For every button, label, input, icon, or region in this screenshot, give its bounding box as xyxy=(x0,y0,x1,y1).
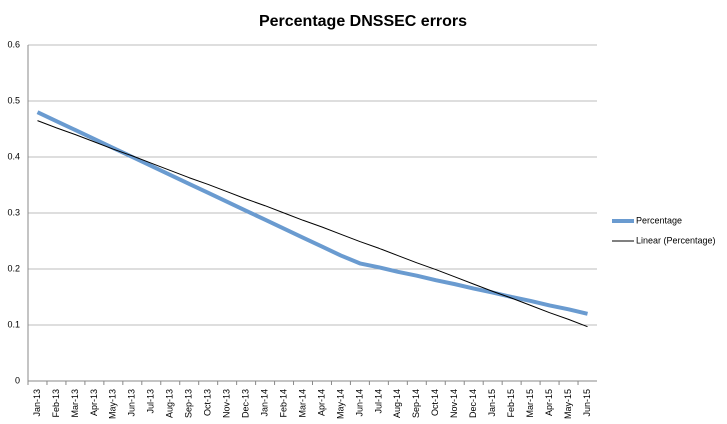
y-tick-label: 0.5 xyxy=(7,95,20,105)
y-tick-label: 0.4 xyxy=(7,151,20,161)
x-tick-label: Mar-14 xyxy=(297,389,307,418)
x-tick-label: Apr-14 xyxy=(316,389,326,416)
x-tick-label: Mar-13 xyxy=(70,389,80,418)
x-tick-label: May-13 xyxy=(108,389,118,419)
x-tick-label: Aug-14 xyxy=(392,389,402,418)
legend-label: Linear (Percentage) xyxy=(636,235,716,245)
x-tick-label: Mar-15 xyxy=(525,389,535,418)
x-tick-label: Oct-13 xyxy=(203,389,213,416)
x-tick-label: Jul-13 xyxy=(146,389,156,414)
x-tick-label: Jan-13 xyxy=(32,389,42,417)
x-tick-label: Sep-14 xyxy=(411,389,421,418)
x-tick-label: Feb-13 xyxy=(51,389,61,418)
x-tick-label: Feb-15 xyxy=(506,389,516,418)
x-tick-label: Feb-14 xyxy=(278,389,288,418)
x-tick-label: Oct-14 xyxy=(430,389,440,416)
y-tick-label: 0.6 xyxy=(7,39,20,49)
x-tick-label: May-14 xyxy=(335,389,345,419)
x-tick-label: Jan-15 xyxy=(487,389,497,417)
y-tick-label: 0.2 xyxy=(7,263,20,273)
x-tick-label: Jan-14 xyxy=(259,389,269,417)
x-tick-label: Jul-14 xyxy=(373,389,383,414)
line-series xyxy=(37,120,588,328)
x-tick-label: May-15 xyxy=(563,389,573,419)
y-tick-label: 0 xyxy=(15,375,20,385)
y-tick-label: 0.1 xyxy=(7,319,20,329)
x-tick-label: Aug-13 xyxy=(165,389,175,418)
x-tick-label: Dec-13 xyxy=(240,389,250,418)
legend-label: Percentage xyxy=(636,215,682,225)
x-tick-label: Jun-13 xyxy=(127,389,137,417)
x-tick-label: Nov-14 xyxy=(449,389,459,418)
x-tick-label: Dec-14 xyxy=(468,389,478,418)
y-tick-label: 0.3 xyxy=(7,207,20,217)
x-tick-label: Jun-15 xyxy=(582,389,592,417)
x-tick-label: Sep-13 xyxy=(184,389,194,418)
x-tick-label: Apr-13 xyxy=(89,389,99,416)
x-tick-label: Nov-13 xyxy=(222,389,232,418)
chart-title: Percentage DNSSEC errors xyxy=(259,13,467,30)
x-tick-label: Apr-15 xyxy=(544,389,554,416)
line-series xyxy=(36,110,588,316)
x-tick-label: Jun-14 xyxy=(354,389,364,417)
